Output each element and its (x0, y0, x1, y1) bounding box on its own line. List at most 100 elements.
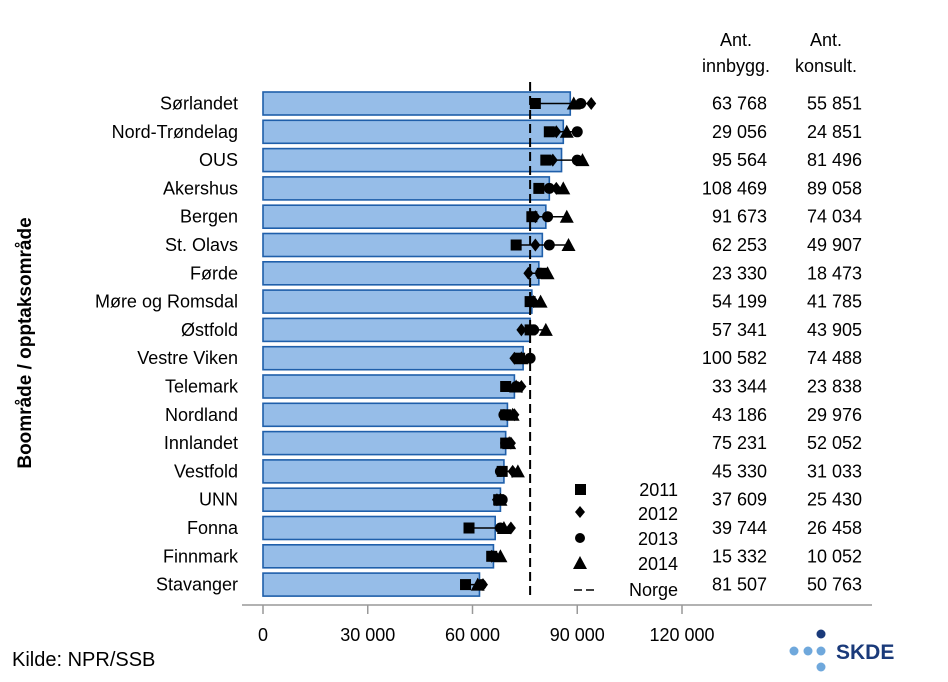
category-labels-group: Sørlandet Nord-Trøndelag OUS Akershus Bergen… (95, 94, 239, 595)
innbygg-value-finnmark: 15 332 (712, 546, 767, 566)
bar-nordland (262, 402, 509, 428)
marker-2014-vestfold (510, 464, 525, 478)
konsult-value-stavanger: 50 763 (807, 575, 862, 595)
marker-2013-akershus (543, 182, 555, 194)
x-ticks-group: 0 30 000 60 000 90 000 120 000 (258, 605, 715, 645)
marker-2012-ous (547, 153, 558, 167)
x-tick-label-4: 120 000 (649, 625, 714, 645)
category-label-sorlandet: Sørlandet (160, 94, 238, 114)
category-label-akershus: Akershus (163, 178, 238, 198)
konsult-value-sorlandet: 55 851 (807, 94, 862, 114)
bar-ostfold (262, 317, 531, 343)
marker-2013-ostfold (528, 324, 540, 336)
x-tick-label-1: 30 000 (340, 625, 395, 645)
marker-2014-sorlandet (566, 96, 581, 110)
marker-2013-bergen (542, 211, 554, 223)
konsult-value-nord-trondelag: 24 851 (807, 122, 862, 142)
bar-bergen (262, 204, 547, 229)
logo-dot-top (816, 629, 826, 639)
marker-2014-forde (540, 266, 555, 280)
legend-label-norge: Norge (629, 580, 678, 600)
konsult-value-fonna: 26 458 (807, 518, 862, 538)
legend-marker-2012 (575, 506, 585, 518)
category-label-ostfold: Østfold (181, 320, 238, 340)
bar-st-olavs (262, 232, 544, 258)
marker-2014-vestre-viken (514, 351, 529, 365)
legend-marker-2014 (573, 556, 587, 569)
konsult-value-telemark: 23 838 (807, 377, 862, 397)
markers-group (460, 96, 597, 592)
category-label-vestfold: Vestfold (174, 461, 238, 481)
innbygg-value-fonna: 39 744 (712, 518, 767, 538)
konsult-value-nordland: 29 976 (807, 405, 862, 425)
skde-logo: SKDE (789, 629, 894, 672)
marker-2013-vestfold (494, 465, 506, 477)
bars-group (262, 91, 572, 597)
logo-dot-mid-right (816, 646, 826, 656)
marker-2014-nordland (505, 407, 520, 421)
bar-forde (262, 260, 540, 286)
konsult-value-forde: 18 473 (807, 263, 862, 283)
innbygg-value-telemark: 33 344 (712, 377, 767, 397)
category-label-st-olavs: St. Olavs (165, 235, 238, 255)
legend-marker-2011 (575, 484, 586, 495)
x-tick-label-2: 60 000 (445, 625, 500, 645)
marker-2011-akershus (533, 182, 545, 194)
innbygg-value-stavanger: 81 507 (712, 575, 767, 595)
innbygg-value-more-og-romsdal: 54 199 (712, 292, 767, 312)
konsult-value-akershus: 89 058 (807, 178, 862, 198)
innbygg-value-nordland: 43 186 (712, 405, 767, 425)
category-label-nord-trondelag: Nord-Trøndelag (112, 122, 238, 142)
range-lines-group (465, 102, 592, 586)
legend-label-2011: 2011 (639, 480, 678, 500)
marker-2014-nord-trondelag (559, 124, 574, 138)
innbygg-value-sorlandet: 63 768 (712, 94, 767, 114)
bar-unn (262, 487, 502, 513)
values-table: Ant. innbygg. Ant. konsult. 63 768 55 851… (702, 30, 862, 595)
marker-2014-telemark (509, 379, 524, 393)
logo-dot-bottom (816, 662, 826, 672)
marker-2014-fonna (496, 521, 511, 534)
bar-vestfold (262, 459, 505, 484)
bar-akershus (262, 176, 551, 201)
bar-innlandet (262, 430, 507, 456)
marker-2014-ostfold (538, 322, 553, 336)
konsult-value-unn: 25 430 (807, 490, 862, 510)
y-axis-label: Boområde / opptaksområde (15, 217, 36, 468)
category-label-innlandet: Innlandet (164, 433, 238, 453)
marker-2013-vestre-viken (524, 352, 536, 364)
legend: 2011 2012 2013 2014 Norge (573, 480, 678, 600)
category-label-forde: Førde (190, 263, 238, 283)
innbygg-value-bergen: 91 673 (712, 207, 767, 227)
legend-label-2013: 2013 (638, 529, 678, 549)
col2-header-line2: konsult. (795, 56, 857, 76)
logo-dot-mid-left (803, 646, 813, 656)
bar-sorlandet (262, 91, 572, 116)
category-label-telemark: Telemark (165, 377, 239, 397)
innbygg-value-st-olavs: 62 253 (712, 235, 767, 255)
bar-fonna (262, 515, 496, 541)
konsult-value-vestre-viken: 74 488 (807, 348, 862, 368)
x-tick-label-0: 0 (258, 625, 268, 645)
category-label-stavanger: Stavanger (156, 575, 238, 595)
bar-telemark (262, 374, 516, 399)
marker-2013-nordland (498, 409, 510, 421)
konsult-value-innlandet: 52 052 (807, 433, 862, 453)
marker-2011-stavanger (460, 579, 472, 591)
innbygg-value-vestre-viken: 100 582 (702, 348, 767, 368)
marker-2011-nord-trondelag (543, 126, 555, 138)
marker-2012-sorlandet (586, 97, 597, 110)
x-tick-label-3: 90 000 (550, 625, 605, 645)
marker-2013-st-olavs (543, 239, 555, 251)
marker-2011-sorlandet (529, 98, 541, 109)
konsult-value-ous: 81 496 (807, 150, 862, 170)
marker-2011-telemark (500, 381, 512, 392)
marker-2014-innlandet (502, 436, 517, 450)
bar-more-og-romsdal (262, 289, 533, 314)
marker-2014-unn (493, 492, 508, 506)
innbygg-value-innlandet: 75 231 (712, 433, 767, 453)
table-cells-group: 63 768 55 851 29 056 24 851 95 564 81 496 108 … (702, 94, 862, 595)
category-label-more-og-romsdal: Møre og Romsdal (95, 292, 238, 312)
marker-2012-nord-trondelag (551, 125, 562, 139)
